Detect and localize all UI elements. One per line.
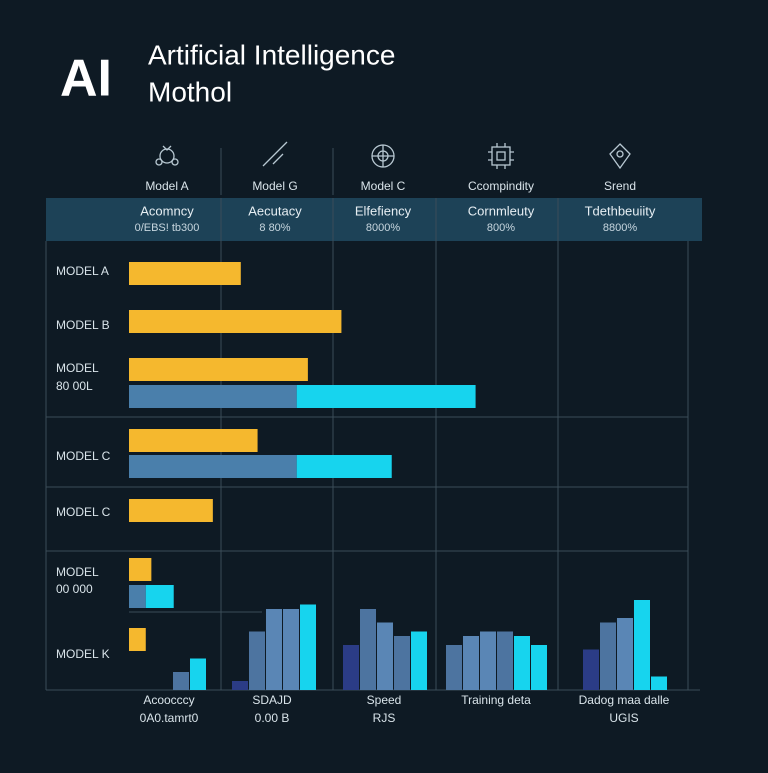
group-label: SDAJD xyxy=(252,693,292,707)
column-bar xyxy=(360,609,376,690)
bar-segment xyxy=(129,585,146,608)
row-label: MODEL xyxy=(56,361,99,375)
metric-name: Aecutacy xyxy=(248,203,302,218)
group-label: Training deta xyxy=(461,693,531,707)
row-label: MODEL xyxy=(56,565,99,579)
bar-segment xyxy=(129,358,308,381)
bar-segment xyxy=(129,262,241,285)
row-label: MODEL C xyxy=(56,505,111,519)
bar-segment xyxy=(129,455,297,478)
column-label: Ccompindity xyxy=(468,179,534,193)
metric-value: 8000% xyxy=(366,222,400,234)
group-label: RJS xyxy=(373,711,396,725)
column-bar xyxy=(283,609,299,690)
column-bar xyxy=(249,631,265,690)
column-bar xyxy=(583,649,599,690)
metric-name: Acomncy xyxy=(140,203,194,218)
column-label: Srend xyxy=(604,179,636,193)
column-bar xyxy=(300,604,316,690)
group-label: Dadog maa dalle xyxy=(579,693,670,707)
group-label: 0.00 B xyxy=(255,711,290,725)
metric-name: Elfefiency xyxy=(355,203,412,218)
bar-segment xyxy=(296,385,476,408)
column-bar xyxy=(394,636,410,690)
row-label: MODEL C xyxy=(56,449,111,463)
metric-value: 8 80% xyxy=(259,222,290,234)
metric-name: Cornmleuty xyxy=(468,203,535,218)
column-label: Model A xyxy=(145,179,188,193)
column-bar xyxy=(343,645,359,690)
group-label: Acoocccy xyxy=(143,693,194,707)
group-label: 0A0.tamrt0 xyxy=(140,711,199,725)
column-label: Model G xyxy=(252,179,297,193)
column-bar xyxy=(634,600,650,690)
bar-segment xyxy=(129,385,297,408)
metric-value: 0/EBS! tb300 xyxy=(135,222,200,234)
column-bar xyxy=(266,609,282,690)
column-bar xyxy=(651,676,667,690)
column-bar xyxy=(190,658,206,690)
column-bar xyxy=(377,622,393,690)
row-label: MODEL A xyxy=(56,264,109,278)
bar-segment xyxy=(129,628,146,651)
bar-segment xyxy=(129,558,152,581)
bar-segment xyxy=(129,429,258,452)
group-label: UGIS xyxy=(609,711,638,725)
column-bar xyxy=(446,645,462,690)
column-bar xyxy=(514,636,530,690)
column-bar xyxy=(600,622,616,690)
bar-segment xyxy=(296,455,392,478)
title-line: Mothol xyxy=(148,76,232,107)
column-bar xyxy=(617,618,633,690)
row-label: 00 000 xyxy=(56,582,93,596)
group-label: Speed xyxy=(367,693,402,707)
column-bar xyxy=(411,631,427,690)
column-bar xyxy=(497,631,513,690)
bar-segment xyxy=(129,499,213,522)
bar-segment xyxy=(145,585,174,608)
header-band xyxy=(46,198,702,241)
bar-segment xyxy=(129,310,342,333)
logo: AI xyxy=(60,50,112,108)
title-line: Artificial Intelligence xyxy=(148,39,395,70)
column-bar xyxy=(463,636,479,690)
row-label: MODEL B xyxy=(56,318,110,332)
row-label: 80 00L xyxy=(56,379,93,393)
column-bar xyxy=(173,672,189,690)
metric-value: 800% xyxy=(487,222,515,234)
column-bar xyxy=(531,645,547,690)
metric-name: Tdethbeuiity xyxy=(585,203,656,218)
column-bar xyxy=(232,681,248,690)
row-label: MODEL K xyxy=(56,647,110,661)
column-bar xyxy=(480,631,496,690)
column-label: Model C xyxy=(361,179,406,193)
metric-value: 8800% xyxy=(603,222,637,234)
icons xyxy=(155,141,631,170)
